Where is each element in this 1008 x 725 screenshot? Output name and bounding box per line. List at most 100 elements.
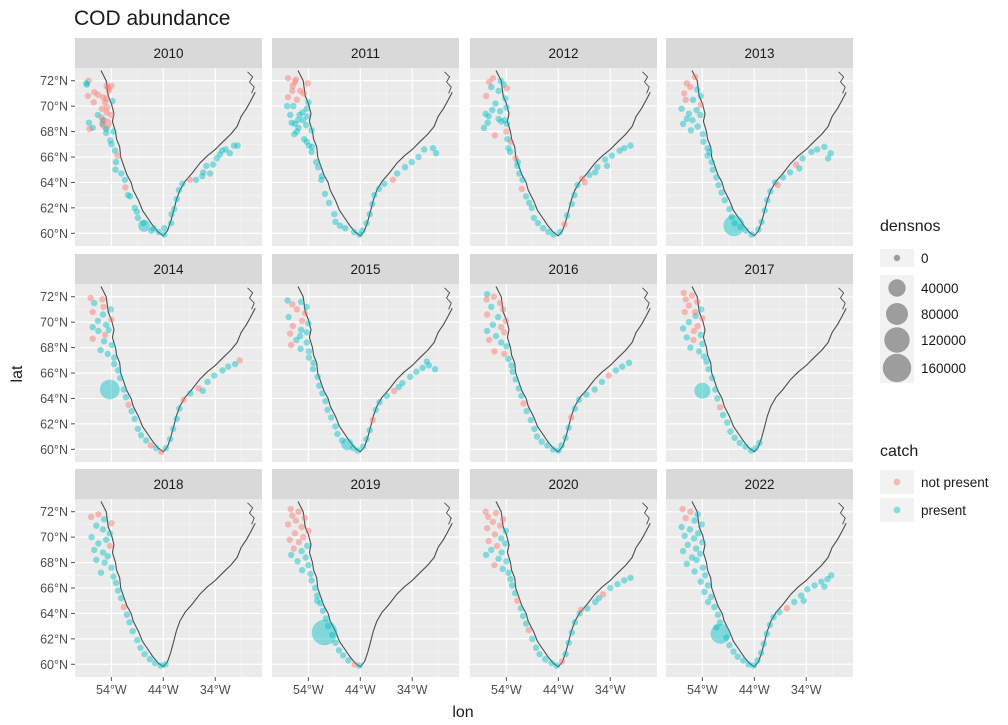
data-point [530,214,538,222]
data-point [298,547,305,555]
data-point [686,526,694,533]
data-point [225,363,232,370]
data-point [714,395,721,402]
data-point [363,435,370,443]
data-point [125,401,132,408]
data-point [486,336,493,344]
data-point [289,322,296,330]
data-point [314,373,321,380]
data-point [293,96,301,104]
data-point [383,392,390,400]
data-point [555,447,562,454]
data-point [376,399,383,406]
data-point [690,327,698,335]
data-point [292,76,300,83]
data-point [531,425,538,433]
data-point [103,125,110,133]
data-point [608,152,615,159]
data-point [558,442,565,449]
facet-strip [666,38,853,68]
data-point [108,111,115,119]
data-point [683,334,690,341]
data-point [336,222,344,229]
data-point [627,574,634,581]
data-point [512,589,519,597]
data-point [491,348,498,355]
data-point [501,116,508,124]
data-point [85,77,92,84]
data-point [697,101,704,109]
data-point [799,155,806,162]
data-point [723,634,730,641]
x-tick-label: 44°W [345,683,376,697]
data-point [292,517,300,524]
data-point [704,582,712,589]
data-point [565,424,572,431]
data-point [128,407,135,415]
data-point [483,525,491,532]
data-point [91,89,98,96]
data-point [586,171,593,178]
data-point [317,600,324,607]
x-tick-label: 54°W [96,683,127,697]
data-point [236,357,243,364]
facet-strip-label: 2022 [744,477,774,492]
data-point [679,547,687,555]
data-point [134,425,142,433]
coastline [691,501,847,668]
size-legend-dot [893,254,901,262]
coastline [495,70,651,237]
data-point [381,180,388,187]
data-point [134,214,142,222]
data-point [375,185,383,192]
data-point [179,180,186,187]
data-point [350,228,358,236]
data-point [305,527,312,534]
data-point [308,148,315,156]
data-point [484,119,491,126]
data-point [104,553,111,560]
data-point [415,153,422,161]
x-tick-label: 34°W [397,683,428,697]
data-point [390,387,398,394]
data-point [486,78,493,86]
data-point [99,526,107,533]
data-point [726,205,733,213]
data-point [109,97,116,105]
data-point [310,359,317,366]
size-legend-dot [884,327,910,353]
data-point [120,603,128,611]
data-point [298,317,306,325]
data-point [579,175,586,182]
data-point [291,530,299,537]
y-tick-label: 66°N [40,151,68,165]
data-point [737,223,744,231]
data-point [90,99,97,106]
data-point [502,527,509,534]
data-point [716,619,724,626]
data-point [345,657,352,664]
data-point [704,152,711,159]
data-point [300,116,307,124]
data-point [210,161,217,168]
data-point [498,339,505,346]
data-point [594,164,601,171]
data-point [792,161,800,168]
y-tick-label: 68°N [40,125,68,139]
data-point [140,219,147,227]
data-point [698,306,705,313]
data-point [599,591,607,598]
data-point [621,577,628,584]
data-point [301,136,308,143]
data-point [95,540,102,547]
data-point [731,434,738,441]
coastline [691,286,847,453]
data-point [103,536,110,543]
data-point [121,176,129,184]
data-point [150,225,157,232]
data-point [319,390,326,397]
data-point [356,662,363,669]
data-point [498,535,505,542]
data-point [491,561,498,569]
data-point [186,176,193,184]
